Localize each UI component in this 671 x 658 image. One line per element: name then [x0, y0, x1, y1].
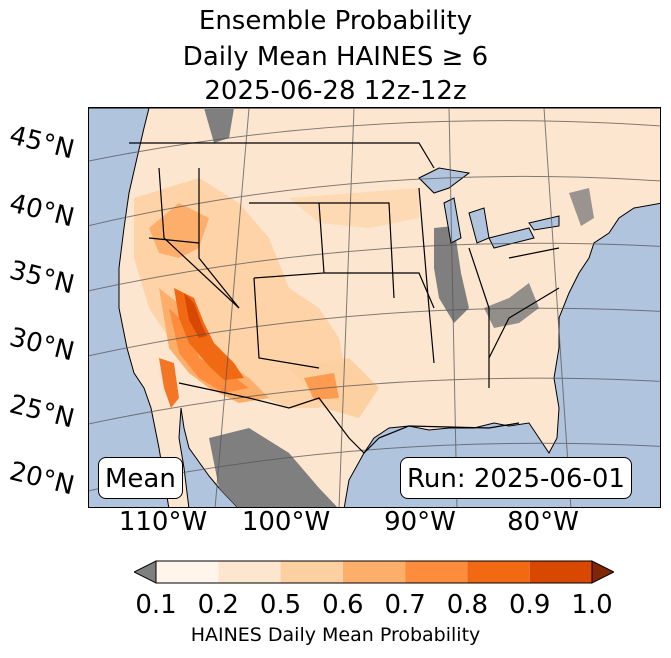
missing-mexico: [209, 428, 338, 507]
colorbar-tick: 0.5: [259, 590, 302, 620]
map-svg: [89, 108, 660, 507]
run-date-box: Run: 2025-06-01: [400, 457, 632, 499]
lat-label-30: 30°N: [6, 322, 78, 368]
colorbar-segment: [342, 561, 406, 583]
colorbar-segment: [405, 561, 468, 583]
colorbar-tick: 0.7: [384, 590, 426, 620]
colorbar-tick: 1.0: [571, 590, 613, 620]
colorbar-title: HAINES Daily Mean Probability: [190, 624, 481, 646]
lat-label-20: 20°N: [6, 456, 78, 502]
colorbar: [134, 560, 614, 584]
colorbar-segment: [218, 561, 281, 583]
colorbar-segment: [467, 561, 530, 583]
colorbar-tick: 0.6: [322, 590, 364, 620]
lon-label-100: 100°W: [241, 507, 331, 537]
missing-northeast: [569, 188, 594, 226]
title-line-1: Ensemble Probability: [198, 6, 473, 36]
title-line-3: 2025-06-28 12z-12z: [204, 76, 467, 106]
colorbar-segment: [280, 561, 343, 583]
prob-zone-0.6-baja: [159, 358, 179, 408]
prob-zone-0.6: [149, 203, 209, 258]
colorbar-tick: 0.2: [197, 590, 239, 620]
colorbar-over-arrow: [591, 560, 614, 584]
colorbar-under-arrow: [134, 560, 157, 584]
graticule: [89, 108, 660, 507]
colorbar-segment: [156, 561, 219, 583]
missing-nw: [204, 108, 234, 143]
prob-zone-0.5-east: [289, 188, 419, 228]
lat-label-45: 45°N: [6, 120, 78, 166]
colorbar-tick: 0.1: [135, 590, 177, 620]
probability-map: [88, 107, 661, 508]
missing-midwest: [434, 226, 469, 323]
lon-label-90: 90°W: [384, 507, 456, 537]
lat-label-25: 25°N: [6, 389, 78, 435]
colorbar-frame: [155, 560, 593, 584]
colorbar-segment: [529, 561, 592, 583]
great-lakes: [418, 167, 560, 249]
prob-zone-0.7-south: [304, 373, 339, 400]
lat-label-35: 35°N: [6, 255, 78, 301]
colorbar-tick: 0.9: [509, 590, 551, 620]
prob-zone-0.9: [184, 293, 207, 338]
mean-label-box: Mean: [98, 457, 183, 499]
colorbar-tick: 0.8: [446, 590, 489, 620]
title-line-2: Daily Mean HAINES ≥ 6: [182, 42, 489, 72]
missing-southeast: [484, 283, 539, 328]
lon-label-80: 80°W: [507, 507, 579, 537]
boundaries: [129, 142, 560, 454]
lat-label-40: 40°N: [6, 188, 78, 234]
lon-label-110: 110°W: [118, 507, 208, 537]
